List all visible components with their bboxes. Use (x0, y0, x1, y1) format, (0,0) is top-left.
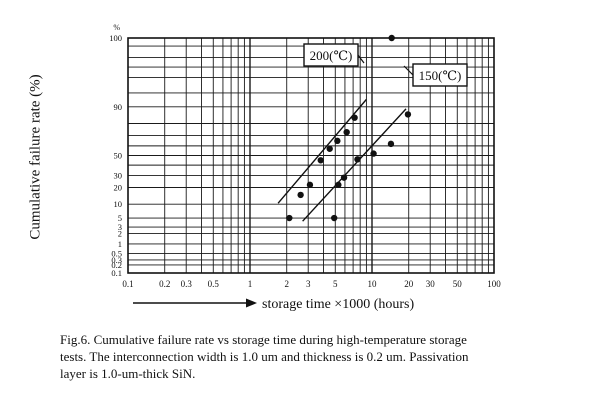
y-unit-label: % (113, 23, 120, 32)
data-point (388, 34, 395, 42)
data-point (297, 191, 304, 199)
x-tick-label: 100 (487, 279, 501, 289)
annotation-leader (357, 54, 365, 64)
y-tick-label: 30 (114, 170, 123, 180)
y-tick-label: 20 (114, 183, 123, 193)
data-point (343, 128, 350, 136)
annotation-leader (403, 65, 414, 76)
y-axis-label-wrap: Cumulative failure rate (%) (6, 32, 66, 282)
data-point (331, 214, 338, 222)
data-point (317, 157, 324, 164)
fit-line (302, 108, 407, 222)
data-point (404, 111, 412, 118)
x-tick-label: 10 (368, 279, 378, 289)
series-150C (302, 108, 412, 222)
series-layer (277, 34, 412, 222)
x-axis-arrow (133, 298, 257, 308)
x-tick-label: 50 (453, 279, 463, 289)
x-tick-label: 0.2 (159, 279, 170, 289)
y-tick-label: 0.1 (111, 268, 122, 278)
annotation-layer: 200(℃) 150(℃) (303, 43, 468, 87)
annotation-150C: 150(℃) (403, 63, 468, 87)
data-point (306, 181, 314, 189)
y-tick-label: 0.3 (111, 255, 122, 265)
caption-line: layer is 1.0-um-thick SiN. (60, 366, 196, 381)
y-tick-label: 50 (114, 151, 123, 161)
data-point (334, 137, 341, 145)
y-axis-label: Cumulative failure rate (%) (27, 74, 44, 240)
x-tick-label: 0.3 (181, 279, 193, 289)
x-tick-label: 1 (248, 279, 253, 289)
data-point (335, 181, 342, 189)
data-point (340, 174, 348, 181)
annotation-label: 150(℃) (419, 68, 462, 83)
data-point (286, 214, 293, 222)
y-tick-label: 2 (118, 229, 122, 239)
x-tick-label: 20 (404, 279, 414, 289)
y-tick-label: 3 (118, 222, 122, 232)
figure-caption: Fig.6. Cumulative failure rate vs storag… (60, 331, 580, 382)
data-point (326, 145, 333, 152)
y-tick-label: 1 (118, 239, 122, 249)
caption-line: Fig.6. Cumulative failure rate vs storag… (60, 332, 467, 347)
plot-frame (127, 37, 495, 274)
x-axis-ticks: 0.1 0.2 0.3 0.5 1 2 3 5 10 20 30 50 100 (122, 279, 501, 289)
y-tick-label: 100 (109, 33, 122, 43)
x-tick-label: 2 (284, 279, 289, 289)
y-tick-label: 0.2 (111, 260, 122, 270)
x-tick-label: 30 (426, 279, 436, 289)
x-tick-label: 5 (333, 279, 338, 289)
x-tick-label: 0.5 (208, 279, 220, 289)
caption-line: tests. The interconnection width is 1.0 … (60, 349, 469, 364)
y-tick-label: 90 (114, 102, 123, 112)
series-200C (277, 34, 395, 222)
x-tick-label: 3 (306, 279, 311, 289)
data-point (387, 140, 395, 148)
data-point (370, 150, 377, 157)
x-axis-label: storage time ×1000 (hours) (262, 297, 415, 312)
annotation-label: 200(℃) (310, 48, 353, 63)
y-tick-label: 10 (114, 199, 123, 209)
data-point (351, 114, 358, 121)
x-tick-label: 0.1 (122, 279, 133, 289)
data-point (354, 156, 361, 163)
y-tick-label: 0.5 (111, 248, 122, 258)
y-tick-label: 5 (118, 213, 122, 223)
annotation-200C: 200(℃) (303, 43, 365, 67)
